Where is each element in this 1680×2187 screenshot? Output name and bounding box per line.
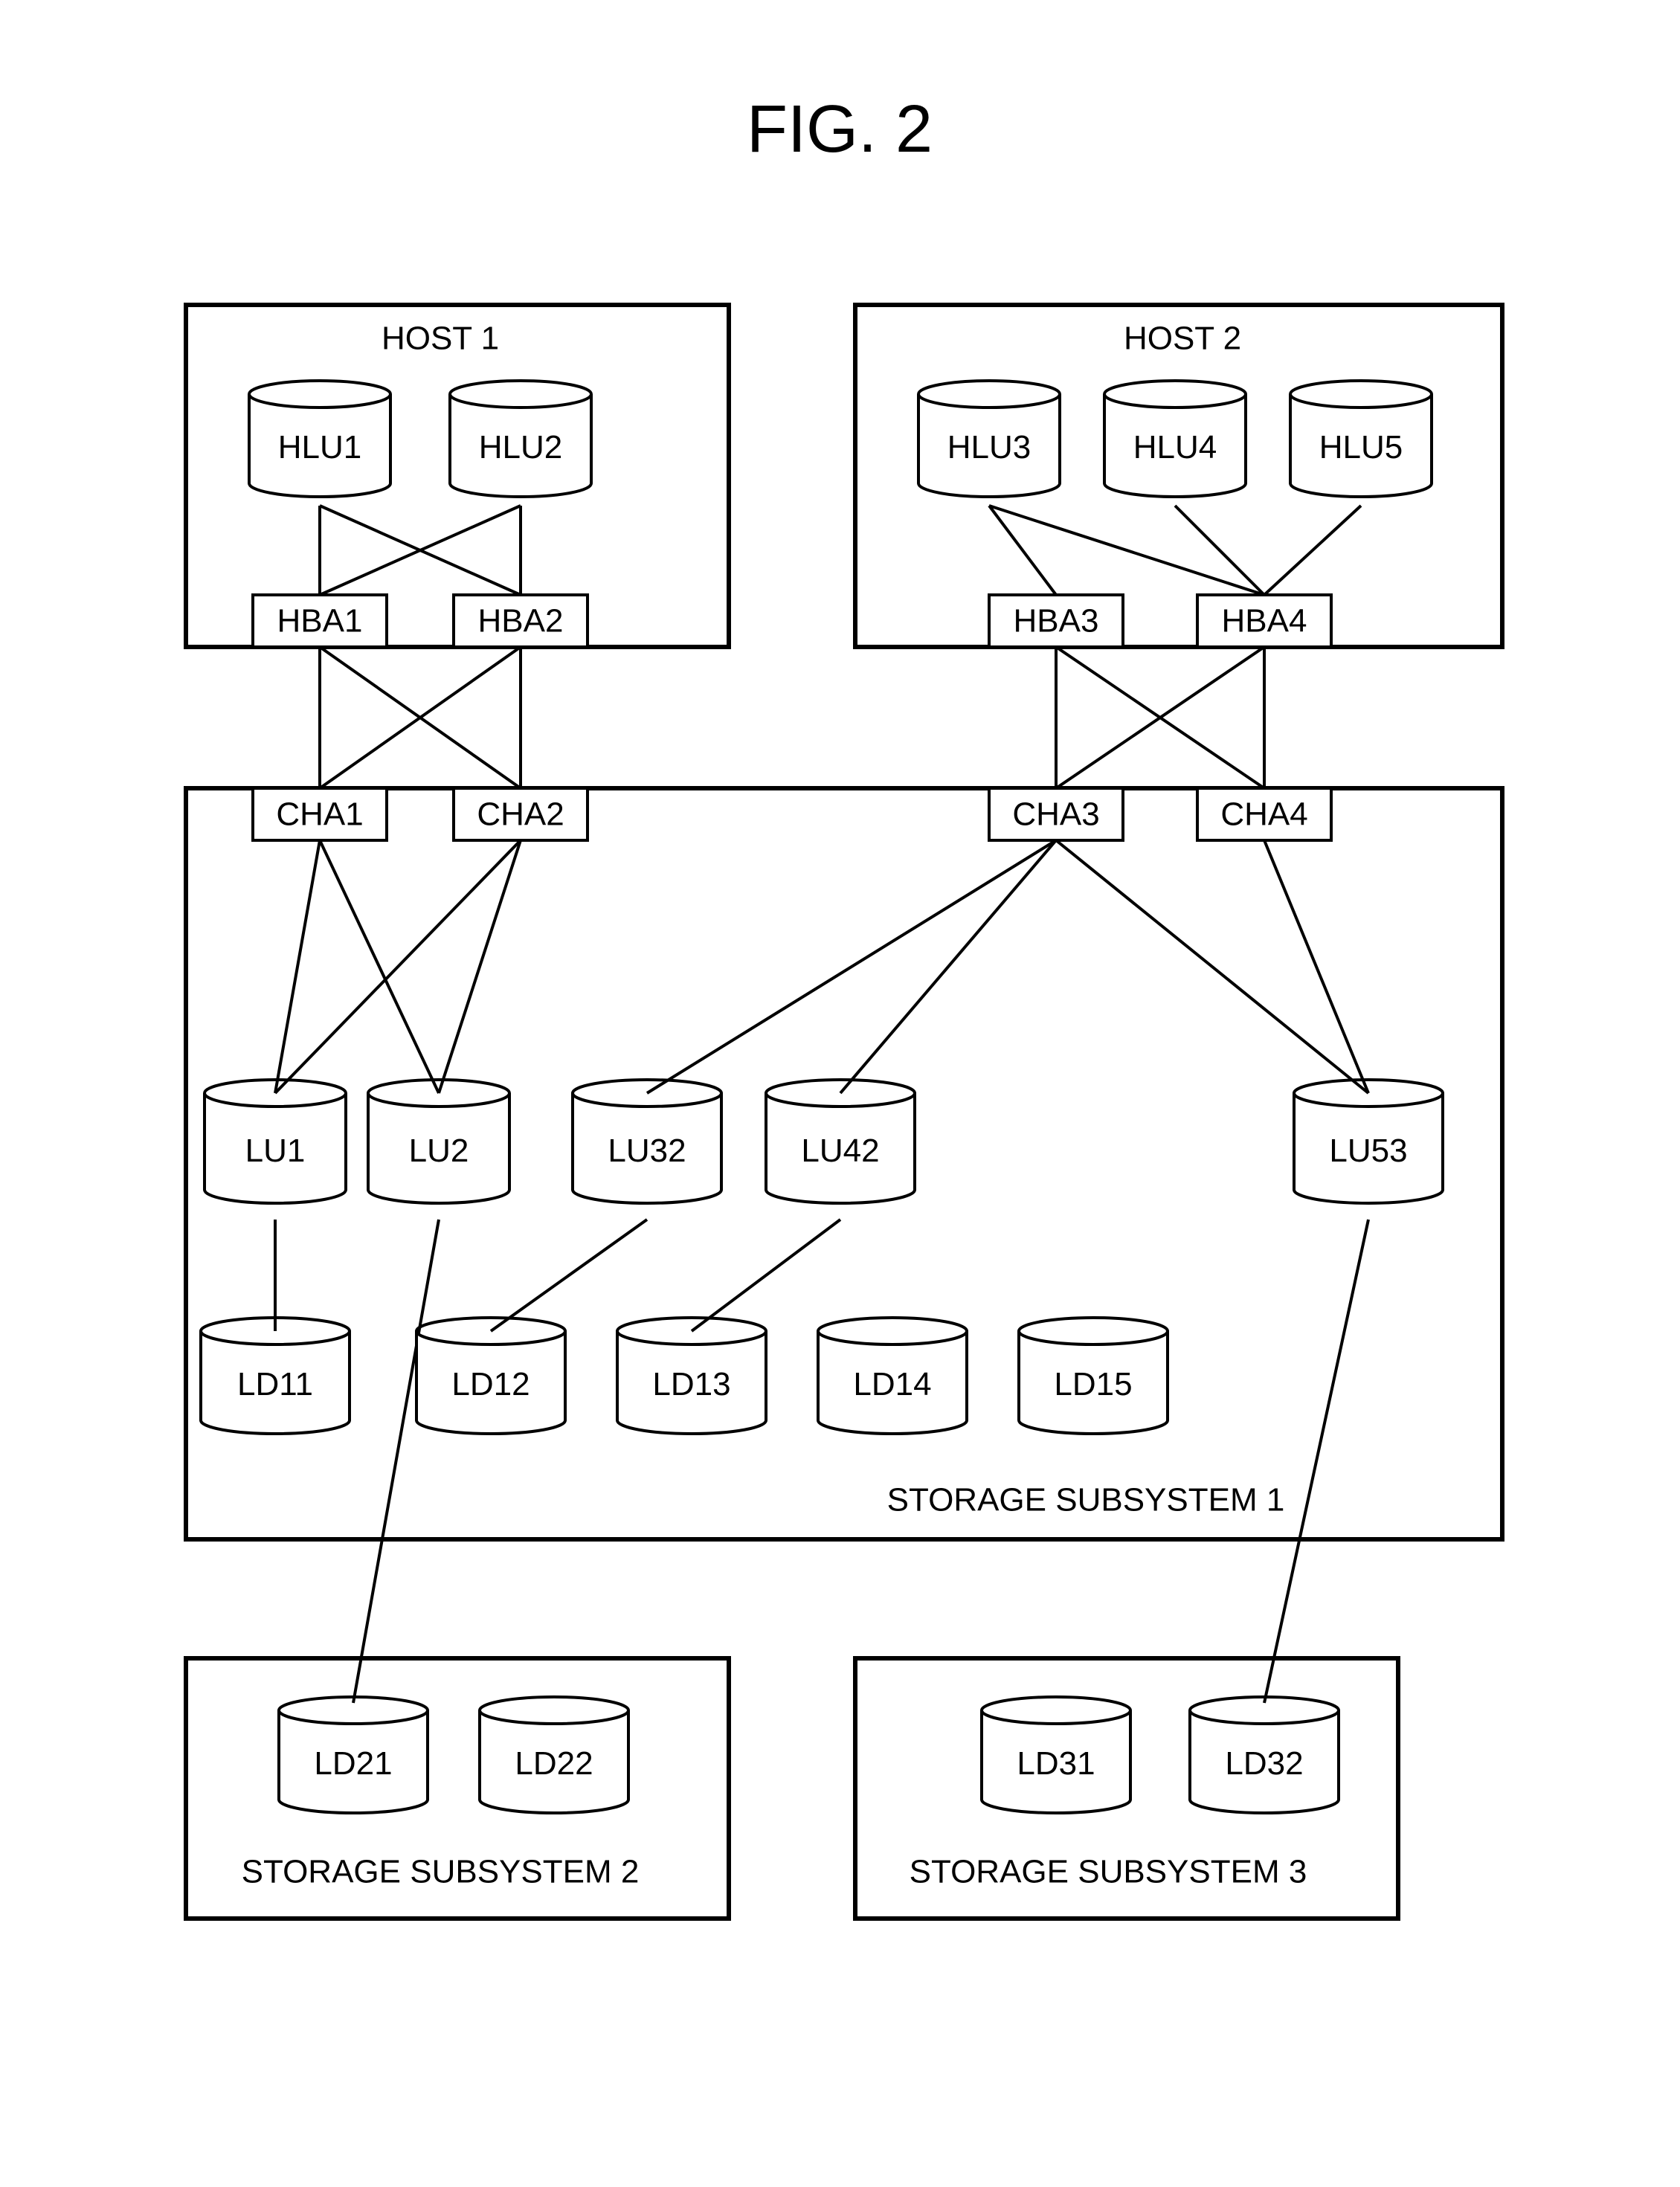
ld21: LD21 bbox=[279, 1697, 428, 1813]
ld22: LD22 bbox=[480, 1697, 628, 1813]
hlu5-label: HLU5 bbox=[1319, 429, 1403, 466]
lu42-label: LU42 bbox=[801, 1133, 879, 1169]
ld13: LD13 bbox=[617, 1318, 766, 1434]
ld32: LD32 bbox=[1190, 1697, 1339, 1813]
host1-label: HOST 1 bbox=[382, 321, 499, 357]
ld15-label: LD15 bbox=[1054, 1366, 1132, 1402]
figure-title: FIG. 2 bbox=[747, 92, 933, 167]
hlu2: HLU2 bbox=[450, 381, 591, 497]
hba3: HBA3 bbox=[989, 595, 1123, 647]
ld21-label: LD21 bbox=[314, 1745, 392, 1782]
lu32: LU32 bbox=[573, 1080, 721, 1203]
cha3-label: CHA3 bbox=[1012, 796, 1099, 833]
storage2-label: STORAGE SUBSYSTEM 2 bbox=[242, 1854, 640, 1890]
hba2-label: HBA2 bbox=[478, 603, 564, 640]
ld22-label: LD22 bbox=[515, 1745, 593, 1782]
ld12-label: LD12 bbox=[451, 1366, 530, 1402]
hlu2-label: HLU2 bbox=[479, 429, 563, 466]
hba1-label: HBA1 bbox=[277, 603, 363, 640]
cha4-label: CHA4 bbox=[1220, 796, 1307, 833]
ld11-label: LD11 bbox=[237, 1366, 313, 1402]
ld11: LD11 bbox=[201, 1318, 350, 1434]
lu1: LU1 bbox=[205, 1080, 346, 1203]
cha1: CHA1 bbox=[253, 788, 387, 840]
cha4: CHA4 bbox=[1197, 788, 1331, 840]
ld14: LD14 bbox=[818, 1318, 967, 1434]
hlu4-label: HLU4 bbox=[1133, 429, 1217, 466]
ld31-label: LD31 bbox=[1017, 1745, 1095, 1782]
lu2: LU2 bbox=[368, 1080, 509, 1203]
hba3-label: HBA3 bbox=[1014, 603, 1099, 640]
hba2: HBA2 bbox=[454, 595, 588, 647]
hlu5: HLU5 bbox=[1290, 381, 1432, 497]
host2-label: HOST 2 bbox=[1124, 321, 1241, 357]
ld31: LD31 bbox=[982, 1697, 1130, 1813]
lu53-label: LU53 bbox=[1329, 1133, 1407, 1169]
hlu4: HLU4 bbox=[1104, 381, 1246, 497]
lu32-label: LU32 bbox=[608, 1133, 686, 1169]
storage2-box: STORAGE SUBSYSTEM 2 bbox=[186, 1658, 729, 1919]
hlu1-label: HLU1 bbox=[278, 429, 362, 466]
cha3: CHA3 bbox=[989, 788, 1123, 840]
lu42: LU42 bbox=[766, 1080, 915, 1203]
lu1-label: LU1 bbox=[245, 1133, 306, 1169]
ld15: LD15 bbox=[1019, 1318, 1168, 1434]
storage1-label: STORAGE SUBSYSTEM 1 bbox=[887, 1482, 1285, 1518]
hlu3: HLU3 bbox=[918, 381, 1060, 497]
storage3-label: STORAGE SUBSYSTEM 3 bbox=[910, 1854, 1307, 1890]
edges bbox=[275, 506, 1368, 1703]
ld32-label: LD32 bbox=[1225, 1745, 1303, 1782]
hba1: HBA1 bbox=[253, 595, 387, 647]
ld12: LD12 bbox=[416, 1318, 565, 1434]
ld13-label: LD13 bbox=[652, 1366, 730, 1402]
hba4: HBA4 bbox=[1197, 595, 1331, 647]
hba4-label: HBA4 bbox=[1222, 603, 1307, 640]
ld14-label: LD14 bbox=[853, 1366, 931, 1402]
hlu3-label: HLU3 bbox=[947, 429, 1032, 466]
cha2-label: CHA2 bbox=[477, 796, 564, 833]
cha2: CHA2 bbox=[454, 788, 588, 840]
lu2-label: LU2 bbox=[409, 1133, 469, 1169]
lu53: LU53 bbox=[1294, 1080, 1443, 1203]
cha1-label: CHA1 bbox=[276, 796, 363, 833]
hlu1: HLU1 bbox=[249, 381, 390, 497]
